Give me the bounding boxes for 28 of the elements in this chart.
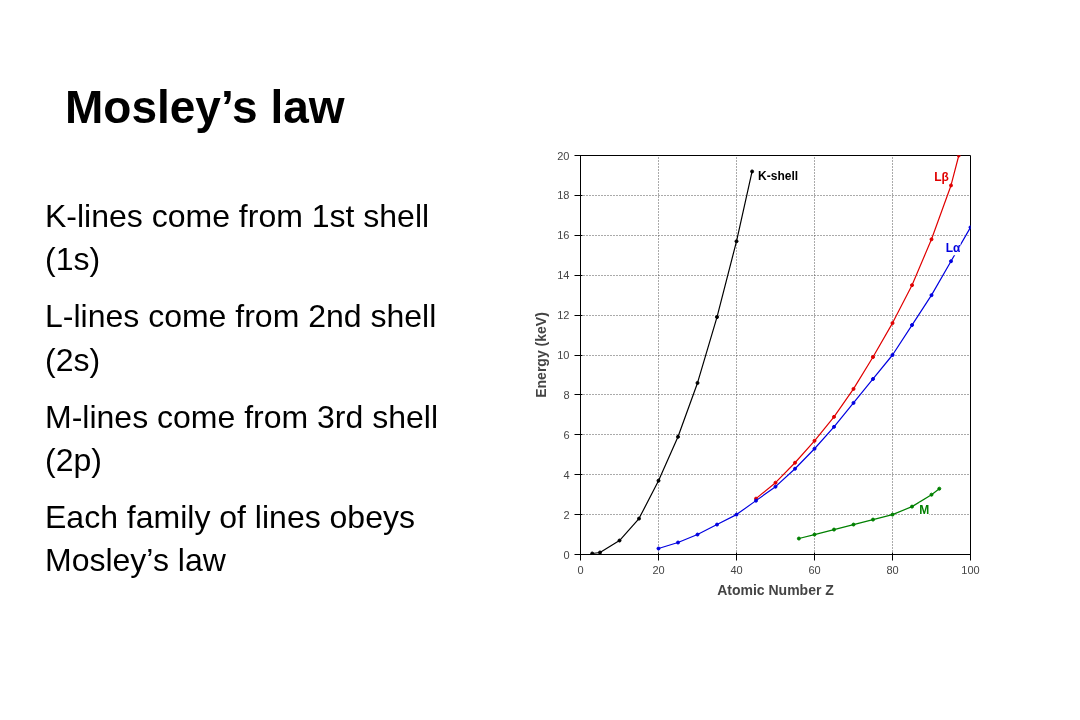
y-tick-label: 8 xyxy=(563,388,570,401)
y-tick-label: 12 xyxy=(557,309,570,322)
x-tick-label: 20 xyxy=(652,563,665,576)
series-label: M xyxy=(919,502,930,517)
y-tick-label: 0 xyxy=(563,548,570,561)
y-axis-title: Energy (keV) xyxy=(533,312,550,398)
series-label: Lβ xyxy=(934,169,949,184)
text: Each family of lines obeys Mosley’s law xyxy=(45,498,416,581)
y-tick-label: 4 xyxy=(563,468,570,481)
text: M-lines come from 3rd shell (2p) xyxy=(45,397,439,480)
x-tick-label: 100 xyxy=(961,563,980,576)
series-label: Lα xyxy=(945,241,962,256)
text: Mosley’s law xyxy=(65,80,345,135)
y-tick-label: 6 xyxy=(563,428,570,441)
x-tick-label: 40 xyxy=(730,563,743,576)
x-tick-label: 60 xyxy=(808,563,821,576)
y-tick-label: 14 xyxy=(557,269,570,282)
y-tick-label: 20 xyxy=(557,149,570,162)
series-label: K-shell xyxy=(758,169,799,184)
x-tick-label: 80 xyxy=(886,563,899,576)
text: K-lines come from 1st shell (1s) xyxy=(45,197,431,280)
text: L-lines come from 2nd shell (2s) xyxy=(45,297,438,380)
y-tick-label: 18 xyxy=(557,189,570,202)
x-axis-title: Atomic Number Z xyxy=(717,581,835,598)
y-tick-label: 2 xyxy=(563,508,570,521)
y-tick-label: 16 xyxy=(557,229,570,242)
y-tick-label: 10 xyxy=(557,349,570,361)
x-tick-label: 0 xyxy=(577,563,584,576)
